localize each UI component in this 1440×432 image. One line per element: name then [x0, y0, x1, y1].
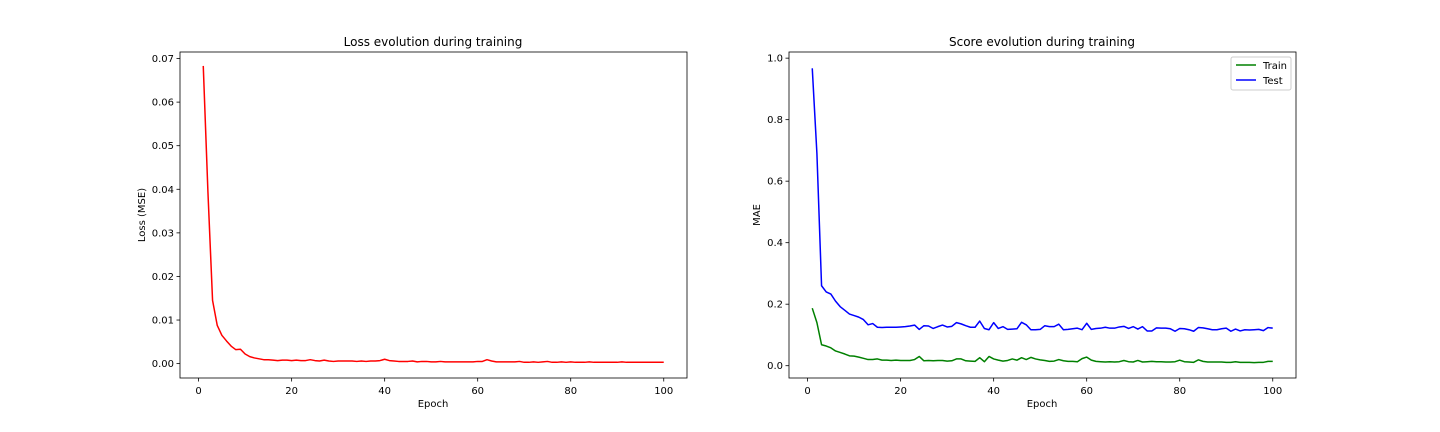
score-x-tick-label: 0 — [804, 386, 810, 397]
score-y-tick-label: 0.0 — [767, 361, 783, 372]
loss-chart-y-ticks: 0.00 0.01 0.02 0.03 0.04 0.05 0.06 0.07 — [152, 54, 180, 370]
score-y-tick-label: 1.0 — [767, 54, 783, 65]
loss-x-tick-label: 0 — [195, 386, 201, 397]
score-x-tick-label: 60 — [1080, 386, 1093, 397]
loss-chart-axes-frame — [179, 51, 688, 379]
legend-train-label: Train — [1262, 61, 1287, 72]
score-chart-axes-frame — [788, 51, 1297, 379]
score-test-series-line — [811, 68, 1273, 332]
score-x-tick-label: 100 — [1263, 386, 1282, 397]
loss-chart-title: Loss evolution during training — [344, 35, 523, 49]
score-x-tick-label: 20 — [894, 386, 907, 397]
score-chart: Score evolution during training 0 20 40 60 8… — [752, 35, 1297, 410]
score-chart-y-ticks: 0.0 0.2 0.4 0.6 0.8 1.0 — [767, 54, 789, 372]
score-chart-plot-area — [811, 68, 1273, 364]
score-chart-x-axis-label: Epoch — [1027, 399, 1058, 410]
loss-y-tick-label: 0.00 — [152, 359, 174, 370]
score-chart-x-ticks: 0 20 40 60 80 100 — [804, 378, 1282, 397]
loss-chart-plot-area — [202, 65, 664, 364]
loss-y-tick-label: 0.02 — [152, 272, 174, 283]
score-chart-y-axis-label: MAE — [752, 204, 763, 226]
loss-y-tick-label: 0.07 — [152, 54, 174, 65]
score-y-tick-label: 0.2 — [767, 300, 783, 311]
loss-x-tick-label: 100 — [654, 386, 673, 397]
loss-y-tick-label: 0.04 — [152, 185, 174, 196]
legend-test-label: Test — [1262, 76, 1283, 87]
score-x-tick-label: 40 — [987, 386, 1000, 397]
loss-chart-y-axis-label: Loss (MSE) — [137, 188, 148, 242]
score-y-tick-label: 0.4 — [767, 238, 783, 249]
loss-y-tick-label: 0.03 — [152, 228, 174, 239]
loss-chart-x-ticks: 0 20 40 60 80 100 — [195, 378, 673, 397]
score-y-tick-label: 0.6 — [767, 177, 783, 188]
loss-y-tick-label: 0.06 — [152, 98, 174, 109]
loss-x-tick-label: 20 — [285, 386, 298, 397]
score-y-tick-label: 0.8 — [767, 115, 783, 126]
score-x-tick-label: 80 — [1173, 386, 1186, 397]
loss-x-tick-label: 60 — [471, 386, 484, 397]
loss-chart-x-axis-label: Epoch — [418, 399, 449, 410]
score-train-series-line — [811, 307, 1273, 364]
loss-x-tick-label: 80 — [564, 386, 577, 397]
score-chart-title: Score evolution during training — [949, 35, 1135, 49]
score-chart-legend: Train Test — [1230, 56, 1292, 91]
loss-x-tick-label: 40 — [378, 386, 391, 397]
loss-chart: Loss evolution during training 0 20 40 60 80… — [137, 35, 688, 410]
loss-y-tick-label: 0.01 — [152, 316, 174, 327]
loss-y-tick-label: 0.05 — [152, 141, 174, 152]
loss-loss-series-line — [202, 65, 664, 364]
